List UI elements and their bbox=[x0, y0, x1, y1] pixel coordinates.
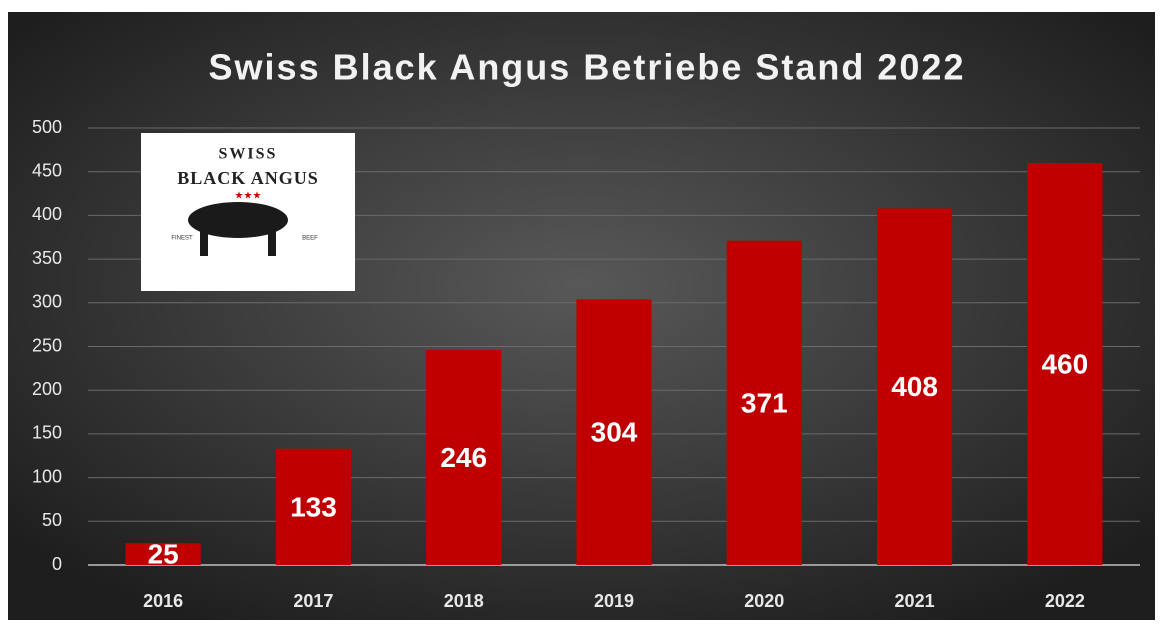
x-tick-label: 2020 bbox=[744, 591, 784, 611]
x-tick-label: 2016 bbox=[143, 591, 183, 611]
data-label: 246 bbox=[440, 442, 487, 473]
logo-text: BLACK ANGUS bbox=[177, 168, 319, 188]
x-tick-label: 2019 bbox=[594, 591, 634, 611]
y-tick-label: 200 bbox=[32, 379, 62, 399]
x-tick-label: 2022 bbox=[1045, 591, 1085, 611]
x-tick-label: 2018 bbox=[444, 591, 484, 611]
logo-text: FINEST bbox=[171, 236, 193, 242]
y-tick-label: 0 bbox=[52, 554, 62, 574]
data-label: 304 bbox=[591, 417, 638, 448]
logo-bull bbox=[200, 230, 208, 256]
chart: Swiss Black Angus Betriebe Stand 2022 0 5… bbox=[0, 0, 1163, 626]
y-tick-label: 450 bbox=[32, 160, 62, 180]
chart-title: Swiss Black Angus Betriebe Stand 2022 bbox=[209, 47, 966, 88]
y-tick-label: 350 bbox=[32, 248, 62, 268]
x-tick-label: 2017 bbox=[293, 591, 333, 611]
y-tick-label: 400 bbox=[32, 204, 62, 224]
data-label: 408 bbox=[891, 371, 938, 402]
page: Swiss Black Angus Betriebe Stand 2022 0 5… bbox=[0, 0, 1163, 626]
logo: SWISS BLACK ANGUS ★★★ FINEST BEEF bbox=[141, 133, 355, 291]
y-tick-label: 500 bbox=[32, 117, 62, 137]
y-tick-label: 150 bbox=[32, 423, 62, 443]
y-tick-label: 50 bbox=[42, 510, 62, 530]
data-label: 371 bbox=[741, 387, 788, 418]
x-tick-label: 2021 bbox=[895, 591, 935, 611]
y-tick-label: 250 bbox=[32, 335, 62, 355]
logo-stars: ★★★ bbox=[235, 191, 262, 202]
data-label: 25 bbox=[148, 538, 179, 569]
y-tick-label: 300 bbox=[32, 292, 62, 312]
y-tick-label: 100 bbox=[32, 466, 62, 486]
logo-text: BEEF bbox=[302, 236, 318, 242]
logo-bull bbox=[268, 230, 276, 256]
logo-text: SWISS bbox=[219, 146, 278, 163]
data-label: 460 bbox=[1041, 348, 1088, 379]
data-label: 133 bbox=[290, 491, 337, 522]
